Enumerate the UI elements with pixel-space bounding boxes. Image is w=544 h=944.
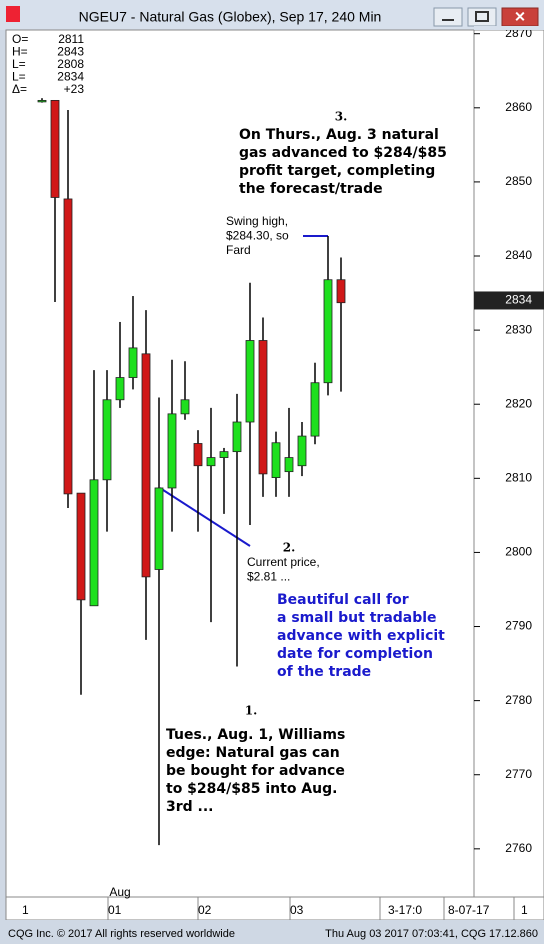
y-tick-label: 2760 — [505, 841, 532, 855]
window-title: NGEU7 - Natural Gas (Globex), Sep 17, 24… — [79, 9, 382, 25]
candle-body — [193, 443, 203, 467]
candle-body — [37, 99, 47, 103]
candle-body — [245, 340, 255, 423]
annotation-text: $284.30, so — [226, 229, 289, 243]
annotation-text: Current price, — [247, 555, 320, 569]
annotation-text: edge: Natural gas can — [166, 745, 340, 761]
candle-body — [206, 457, 216, 467]
footer-right: Thu Aug 03 2017 07:03:41, CQG 17.12.860 — [325, 928, 538, 940]
candle-body — [258, 340, 268, 475]
candle-body — [50, 99, 60, 198]
x-tick-label: 02 — [198, 903, 212, 917]
annotation-text: 3rd ... — [166, 799, 214, 815]
title-bar-cover — [474, 26, 544, 30]
annotation-number: 3. — [335, 110, 348, 124]
candle-body — [141, 353, 151, 578]
y-tick-label: 2810 — [505, 470, 532, 484]
candle-body — [180, 399, 190, 415]
last-price-label: 2834 — [505, 293, 532, 307]
annotation-text: On Thurs., Aug. 3 natural — [239, 127, 439, 143]
annotation-text: of the trade — [277, 664, 371, 680]
y-tick-label: 2780 — [505, 693, 532, 707]
y-tick-label: 2840 — [505, 248, 532, 262]
candle-body — [297, 435, 307, 467]
info-value: 2843 — [57, 45, 84, 59]
candle-body — [219, 451, 229, 458]
candle-body — [232, 421, 242, 453]
y-tick-label: 2770 — [505, 767, 532, 781]
annotation-text: to $284/$85 into Aug. — [166, 781, 337, 797]
close-icon: ✕ — [514, 9, 526, 25]
candle-body — [76, 492, 86, 601]
candle-body — [167, 413, 177, 489]
pointer-line — [159, 487, 251, 547]
x-tick-label: 8-07-17 — [448, 903, 490, 917]
price-axis — [473, 29, 544, 898]
info-label: L= — [12, 70, 26, 84]
info-value: 2811 — [58, 32, 84, 46]
annotation-number: 1. — [245, 704, 258, 718]
x-tick-label: 1 — [521, 903, 528, 917]
footer-left: CQG Inc. © 2017 All rights reserved worl… — [8, 928, 235, 940]
annotation-text: Tues., Aug. 1, Williams — [166, 727, 345, 743]
candle-body — [128, 347, 138, 378]
info-value: 2808 — [57, 57, 84, 71]
info-label: L= — [12, 57, 26, 71]
maximize-button[interactable] — [467, 7, 497, 27]
info-label: H= — [12, 45, 28, 59]
y-tick-label: 2800 — [505, 545, 532, 559]
candle-body — [323, 279, 333, 384]
x-tick-label: 03 — [290, 903, 304, 917]
minimize-button[interactable] — [433, 7, 463, 27]
annotation-text: the forecast/trade — [239, 181, 383, 197]
annotation-text: advance with explicit — [277, 628, 445, 644]
annotation-text: $2.81 ... — [247, 570, 290, 584]
candle-body — [271, 442, 281, 478]
candle-body — [89, 479, 99, 607]
app-icon — [6, 6, 20, 22]
info-value: 2834 — [57, 70, 84, 84]
candle-body — [284, 457, 294, 473]
info-value: +23 — [64, 82, 85, 96]
info-label: O= — [12, 32, 28, 46]
info-label: Δ= — [12, 82, 27, 96]
candle-body — [310, 382, 320, 437]
y-tick-label: 2790 — [505, 619, 532, 633]
x-tick-label: 3-17:0 — [388, 903, 422, 917]
y-tick-label: 2830 — [505, 322, 532, 336]
last-price-box — [474, 291, 544, 310]
candle-body — [154, 487, 164, 570]
status-bar — [0, 920, 544, 944]
annotation-text: Fard — [226, 243, 251, 257]
candle-body — [63, 198, 73, 495]
annotation-text: a small but tradable — [277, 610, 437, 626]
x-tick-label: 1 — [22, 903, 29, 917]
annotation-text: gas advanced to $284/$85 — [239, 145, 447, 161]
y-tick-label: 2820 — [505, 396, 532, 410]
annotation-number: 2. — [283, 541, 296, 555]
x-tick-label: 01 — [108, 903, 122, 917]
y-tick-label: 2850 — [505, 174, 532, 188]
annotation-text: Swing high, — [226, 214, 288, 228]
annotation-text: Beautiful call for — [277, 592, 409, 608]
annotation-text: date for completion — [277, 646, 433, 662]
plot-area — [5, 29, 475, 898]
candle-body — [102, 399, 112, 481]
x-tick-label: Aug — [109, 885, 130, 899]
candle-body — [336, 279, 346, 304]
annotation-text: profit target, completing — [239, 163, 435, 179]
annotation-text: be bought for advance — [166, 763, 345, 779]
y-tick-label: 2860 — [505, 100, 532, 114]
maximize-icon — [475, 11, 489, 22]
candle-body — [115, 377, 125, 401]
